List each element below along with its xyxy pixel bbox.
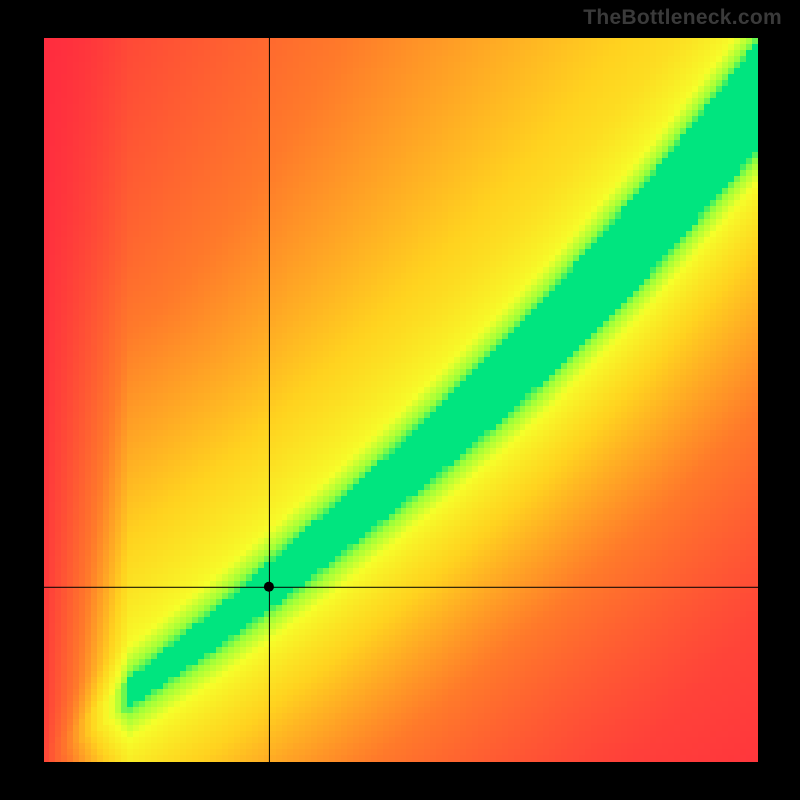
watermark-text: TheBottleneck.com [583,6,782,30]
bottleneck-heatmap [44,38,758,762]
figure-root: TheBottleneck.com [0,0,800,800]
